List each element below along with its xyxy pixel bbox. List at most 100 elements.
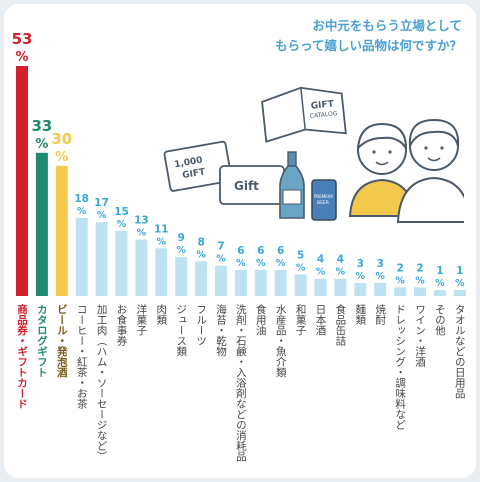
gift-ticket-icon: 1,000 GIFT bbox=[163, 140, 233, 192]
bar-10 bbox=[215, 265, 227, 296]
bar-14 bbox=[294, 274, 307, 296]
bar-2 bbox=[55, 165, 68, 296]
bar-12 bbox=[254, 269, 267, 296]
category-label-11: 洗剤・石鹸・入浴剤などの消耗品 bbox=[235, 304, 247, 462]
gift-catalog-icon: GIFT CATALOG bbox=[261, 86, 347, 143]
bar-11 bbox=[234, 269, 247, 296]
chart-card: お中元をもらう立場として もらって嬉しい品物は何ですか？ GIFT CATALO… bbox=[4, 4, 476, 478]
bar-1 bbox=[35, 152, 48, 296]
bar-6 bbox=[135, 239, 148, 296]
percent-sign-7: % bbox=[157, 236, 167, 247]
percent-sign-0: % bbox=[15, 50, 28, 65]
bar-15 bbox=[314, 278, 327, 296]
category-label-22: タオルなどの日用品 bbox=[454, 304, 466, 399]
percent-sign-2: % bbox=[55, 150, 68, 165]
title-line-2: もらって嬉しい品物は何ですか？ bbox=[275, 38, 462, 53]
value-label-16: 4 bbox=[337, 254, 344, 266]
value-label-11: 6 bbox=[237, 245, 244, 257]
category-label-8: ジュース類 bbox=[175, 304, 187, 357]
value-label-22: 1 bbox=[456, 265, 463, 277]
category-label-21: その他 bbox=[434, 304, 446, 336]
catalog-label-2: CATALOG bbox=[310, 110, 339, 120]
value-label-20: 2 bbox=[416, 262, 423, 274]
percent-sign-17: % bbox=[356, 271, 366, 282]
value-label-6: 13 bbox=[134, 215, 149, 227]
bar-20 bbox=[414, 287, 426, 296]
percent-sign-18: % bbox=[375, 271, 385, 282]
percent-sign-8: % bbox=[176, 245, 186, 256]
ticket-gift: GIFT bbox=[182, 167, 207, 181]
category-label-2: ビール・発泡酒 bbox=[56, 303, 68, 378]
value-label-10: 7 bbox=[217, 241, 224, 253]
gift-illustration: GIFT CATALOG 1,000 GIFT Gift PREMIUM BEE… bbox=[163, 86, 464, 223]
bar-chart: 53%商品券・ギフトカード33%カタログギフト30%ビール・発泡酒18%コーヒー… bbox=[12, 30, 466, 462]
percent-sign-10: % bbox=[216, 254, 226, 265]
percent-sign-21: % bbox=[435, 278, 445, 289]
percent-sign-19: % bbox=[395, 275, 405, 286]
percent-sign-22: % bbox=[455, 278, 465, 289]
category-label-10: 海苔・乾物 bbox=[215, 303, 227, 357]
bar-16 bbox=[334, 278, 347, 296]
category-label-19: ドレッシング・調味料など bbox=[394, 304, 406, 430]
category-label-6: 洋菓子 bbox=[135, 303, 147, 335]
bar-22 bbox=[453, 290, 466, 296]
catalog-label-1: GIFT bbox=[310, 99, 335, 111]
percent-sign-12: % bbox=[256, 258, 266, 269]
percent-sign-9: % bbox=[196, 249, 206, 260]
category-label-14: 和菓子 bbox=[295, 304, 307, 336]
chart-title: お中元をもらう立場として もらって嬉しい品物は何ですか？ bbox=[275, 16, 462, 56]
bar-13 bbox=[274, 269, 287, 296]
value-label-9: 8 bbox=[197, 236, 204, 248]
percent-sign-20: % bbox=[415, 275, 425, 286]
beer-bottle-icon bbox=[279, 151, 305, 219]
value-label-3: 18 bbox=[74, 193, 89, 205]
bar-18 bbox=[374, 282, 387, 296]
percent-sign-6: % bbox=[137, 228, 147, 239]
value-label-4: 17 bbox=[94, 197, 109, 209]
percent-sign-13: % bbox=[276, 258, 286, 269]
category-label-16: 食品缶詰 bbox=[334, 303, 346, 347]
ticket-amount: 1,000 bbox=[174, 156, 204, 171]
category-label-9: フルーツ bbox=[195, 304, 207, 346]
bar-19 bbox=[394, 287, 407, 296]
value-label-7: 11 bbox=[154, 223, 169, 235]
percent-sign-16: % bbox=[336, 267, 346, 278]
bar-7 bbox=[155, 248, 168, 296]
value-label-8: 9 bbox=[178, 232, 185, 244]
title-line-1: お中元をもらう立場として bbox=[312, 18, 462, 33]
category-label-7: 肉類 bbox=[155, 303, 167, 326]
bar-3 bbox=[75, 217, 88, 296]
percent-sign-1: % bbox=[35, 137, 48, 152]
bar-5 bbox=[115, 230, 128, 296]
value-label-12: 6 bbox=[257, 245, 264, 257]
bar-17 bbox=[354, 282, 367, 296]
beer-can-icon: PREMIUM BEER bbox=[311, 179, 337, 221]
value-label-19: 2 bbox=[396, 262, 403, 274]
category-label-4: 加工肉（ハム・ソーセージなど） bbox=[96, 304, 108, 462]
bar-0 bbox=[16, 66, 28, 296]
value-label-1: 33 bbox=[31, 117, 52, 135]
value-label-14: 5 bbox=[297, 249, 304, 261]
value-label-18: 3 bbox=[377, 258, 384, 270]
bar-4 bbox=[95, 222, 108, 296]
woman-figure bbox=[348, 122, 416, 217]
gift-card-label: Gift bbox=[234, 179, 259, 193]
percent-sign-14: % bbox=[296, 262, 306, 273]
bar-9 bbox=[195, 261, 208, 296]
category-label-13: 水産品・魚介類 bbox=[275, 304, 287, 378]
man-figure bbox=[396, 118, 464, 223]
category-label-5: お食事券 bbox=[116, 304, 128, 347]
category-label-20: ワイン・洋酒 bbox=[414, 304, 426, 368]
category-label-17: 麺類 bbox=[354, 303, 366, 326]
percent-sign-4: % bbox=[97, 210, 107, 221]
category-label-15: 日本酒 bbox=[315, 304, 327, 336]
percent-sign-3: % bbox=[77, 206, 87, 217]
percent-sign-11: % bbox=[236, 258, 246, 269]
value-label-0: 53 bbox=[12, 30, 33, 48]
percent-sign-5: % bbox=[117, 219, 127, 230]
value-label-17: 3 bbox=[357, 258, 364, 270]
category-label-12: 食用油 bbox=[255, 303, 267, 335]
value-label-21: 1 bbox=[436, 265, 443, 277]
value-label-15: 4 bbox=[317, 254, 324, 266]
bar-21 bbox=[433, 290, 446, 296]
